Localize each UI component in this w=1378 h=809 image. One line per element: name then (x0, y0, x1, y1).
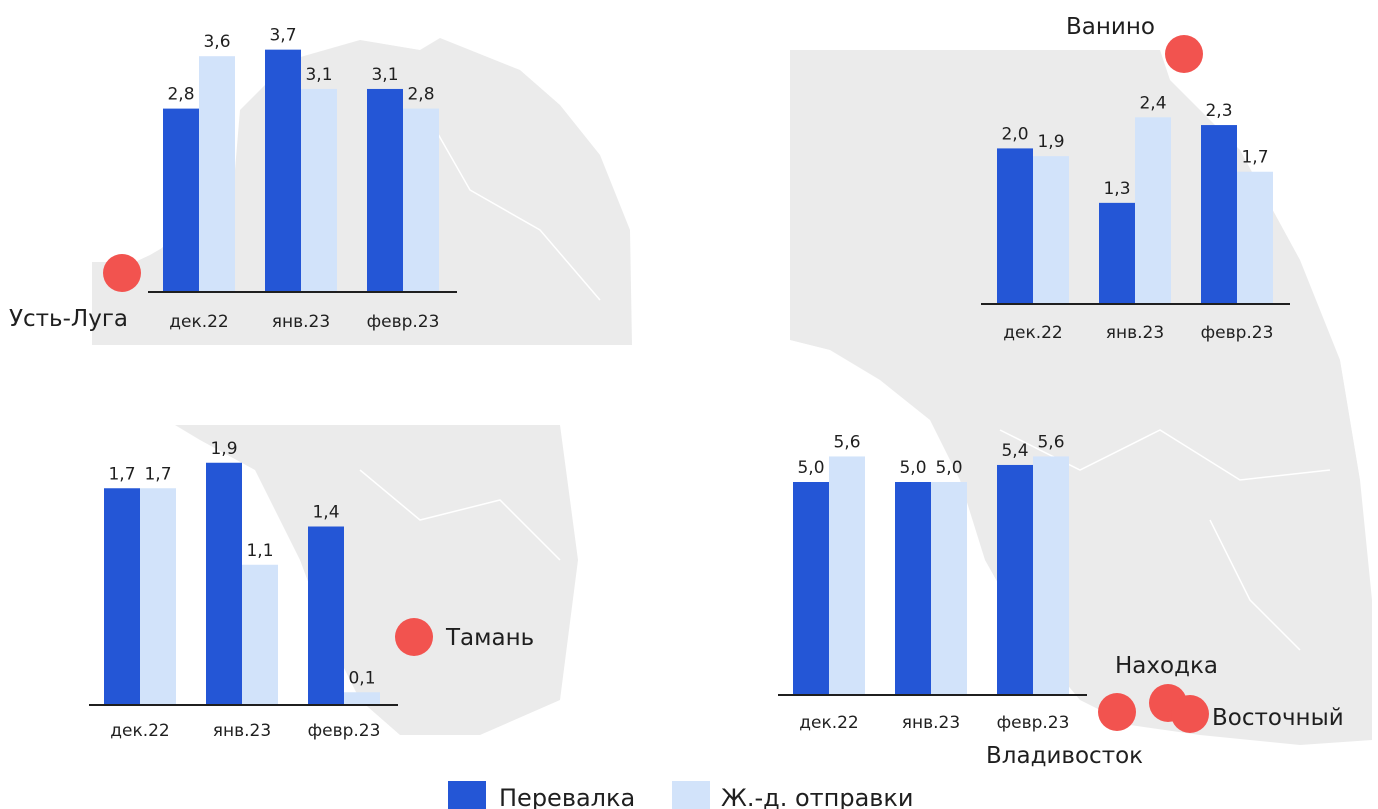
map-border-1 (429, 119, 601, 301)
x-tick-label: янв.23 (902, 713, 960, 733)
legend-swatch-perevalka (448, 781, 486, 809)
port-label-vladivostok: Владивосток (986, 743, 1143, 769)
bar-top-left-1-0 (199, 56, 235, 293)
bar-top-left-0-0 (163, 108, 199, 292)
bar-value-label: 3,7 (269, 26, 296, 46)
bar-value-label: 2,8 (407, 85, 434, 105)
bar-value-label: 5,6 (833, 432, 860, 452)
bar-value-label: 0,1 (348, 668, 375, 688)
bar-value-label: 1,7 (108, 464, 135, 484)
bar-value-label: 2,8 (167, 85, 194, 105)
bar-bottom-left-1-1 (242, 564, 278, 705)
bar-top-left-0-1 (265, 49, 301, 293)
chart-top-right: 2,0 1,9 дек.22 1,3 2,4 янв.23 2,3 1,7 февр.23 (981, 93, 1290, 343)
bar-value-label: 5,0 (935, 458, 962, 478)
bar-value-label: 2,3 (1205, 101, 1232, 121)
x-tick-label: дек.22 (799, 713, 859, 733)
port-marker-taman (395, 618, 433, 656)
legend-label-perevalka: Перевалка (499, 784, 635, 809)
x-tick-label: янв.23 (272, 312, 330, 332)
bar-value-label: 1,7 (144, 464, 171, 484)
bar-top-right-1-0 (1033, 156, 1069, 304)
x-tick-label: февр.23 (308, 721, 381, 741)
bar-bottom-right-1-2 (1033, 456, 1069, 695)
map-border-4 (1209, 519, 1301, 651)
bar-bottom-right-0-2 (997, 464, 1033, 695)
port-label-taman: Тамань (445, 625, 534, 651)
x-tick-label: февр.23 (997, 713, 1070, 733)
bar-top-right-0-0 (997, 148, 1033, 304)
bar-bottom-right-0-1 (895, 482, 931, 695)
port-label-nakhodka: Находка (1115, 653, 1218, 679)
bar-bottom-left-1-0 (140, 488, 176, 705)
x-tick-label: янв.23 (213, 721, 271, 741)
map-region-black-sea (175, 425, 578, 735)
chart-top-left: 2,8 3,6 дек.22 3,7 3,1 янв.23 3,1 2,8 февр.23 (148, 26, 457, 332)
bar-value-label: 5,0 (899, 458, 926, 478)
charts-layer: 2,83,6дек.223,73,1янв.233,12,8февр.232,0… (89, 26, 1290, 741)
x-tick-label: дек.22 (169, 312, 229, 332)
port-marker-vostochny (1171, 695, 1209, 733)
x-tick-label: дек.22 (1003, 323, 1063, 343)
port-label-ust-luga: Усть-Луга (9, 306, 128, 332)
legend: Перевалка Ж.-д. отправки (448, 781, 914, 809)
bar-top-right-1-2 (1237, 171, 1273, 304)
bar-value-label: 5,6 (1037, 432, 1064, 452)
bar-value-label: 5,4 (1001, 441, 1028, 461)
bar-value-label: 2,4 (1139, 93, 1166, 113)
bar-value-label: 3,1 (371, 65, 398, 85)
legend-label-rail: Ж.-д. отправки (721, 784, 914, 809)
x-tick-label: февр.23 (367, 312, 440, 332)
bar-value-label: 3,6 (203, 32, 230, 52)
bar-value-label: 1,4 (312, 503, 339, 523)
bar-top-left-1-1 (301, 88, 337, 292)
bar-bottom-left-1-2 (344, 692, 380, 705)
port-label-vostochny: Восточный (1212, 705, 1344, 731)
bar-bottom-left-0-1 (206, 462, 242, 705)
bar-value-label: 1,9 (210, 439, 237, 459)
bar-value-label: 5,0 (797, 458, 824, 478)
bar-top-right-0-2 (1201, 125, 1237, 304)
x-tick-label: янв.23 (1106, 323, 1164, 343)
map-border-3 (359, 469, 561, 561)
port-markers (103, 35, 1209, 733)
legend-swatch-rail (672, 781, 710, 809)
bar-top-left-1-2 (403, 108, 439, 292)
port-label-vanino: Ванино (1066, 14, 1155, 40)
bar-bottom-right-1-1 (931, 482, 967, 695)
bar-bottom-left-0-0 (104, 488, 140, 705)
x-tick-label: февр.23 (1201, 323, 1274, 343)
bar-value-label: 2,0 (1001, 124, 1028, 144)
bar-bottom-right-1-0 (829, 456, 865, 695)
bar-value-label: 1,3 (1103, 179, 1130, 199)
port-marker-vladivostok (1098, 693, 1136, 731)
bar-top-right-0-1 (1099, 202, 1135, 304)
bar-bottom-left-0-2 (308, 526, 344, 705)
bar-top-left-0-2 (367, 88, 403, 292)
chart-bottom-right: 5,0 5,6 дек.22 5,0 5,0 янв.23 5,4 5,6 февр.23 (778, 432, 1087, 733)
map-region-far-east (790, 50, 1372, 745)
bar-top-right-1-1 (1135, 117, 1171, 304)
bar-value-label: 1,7 (1241, 148, 1268, 168)
bar-value-label: 3,1 (305, 65, 332, 85)
bar-value-label: 1,9 (1037, 132, 1064, 152)
chart-bottom-left: 1,7 1,7 дек.22 1,9 1,1 янв.23 1,4 0,1 февр.23 (89, 439, 398, 741)
bar-value-label: 1,1 (246, 541, 273, 561)
port-marker-ust-luga (103, 254, 141, 292)
bar-bottom-right-0-0 (793, 482, 829, 695)
port-marker-vanino (1165, 35, 1203, 73)
x-tick-label: дек.22 (110, 721, 170, 741)
